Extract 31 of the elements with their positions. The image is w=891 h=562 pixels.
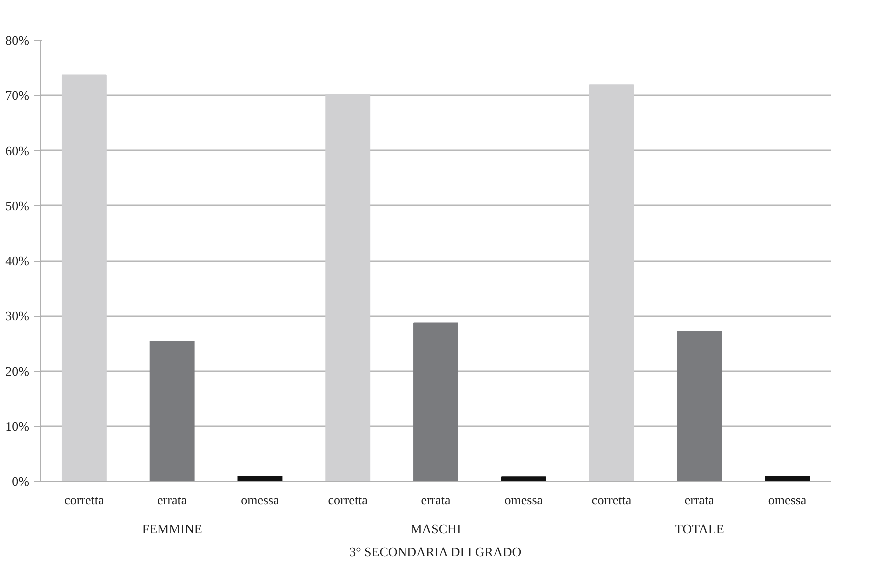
y-tick-label: 20% xyxy=(6,364,30,379)
y-tick-label: 30% xyxy=(6,308,30,324)
y-tick-label: 70% xyxy=(6,88,30,104)
x-tick-label: omessa xyxy=(241,492,280,508)
x-tick-label: corretta xyxy=(328,492,368,508)
x-tick-label: corretta xyxy=(592,492,632,508)
y-tick-label: 50% xyxy=(6,198,30,214)
bar xyxy=(677,331,722,482)
bar xyxy=(326,94,371,482)
y-tick-label: 80% xyxy=(6,33,30,48)
y-tick-label: 10% xyxy=(6,418,30,434)
bar xyxy=(150,340,195,482)
y-tick-label: 0% xyxy=(12,474,30,489)
bar xyxy=(238,476,283,482)
bar xyxy=(501,476,546,482)
text: TOTALE xyxy=(675,522,724,536)
y-tick-label: 60% xyxy=(6,143,30,158)
x-tick-label: omessa xyxy=(504,492,544,508)
bar xyxy=(765,476,810,482)
x-tick-label: corretta xyxy=(64,492,105,508)
text: MASCHI xyxy=(410,522,462,536)
x-axis-title: 3° SECONDARIA DI I GRADO xyxy=(350,544,522,560)
x-tick-label: errata xyxy=(421,492,452,508)
bar xyxy=(589,84,634,482)
x-tick-label: errata xyxy=(684,492,715,508)
y-tick-label: 40% xyxy=(6,254,30,268)
x-tick-label: errata xyxy=(158,492,188,508)
bar xyxy=(62,74,107,482)
bar xyxy=(414,322,458,482)
text: FEMMINE xyxy=(142,522,202,536)
x-tick-label: omessa xyxy=(768,492,807,508)
